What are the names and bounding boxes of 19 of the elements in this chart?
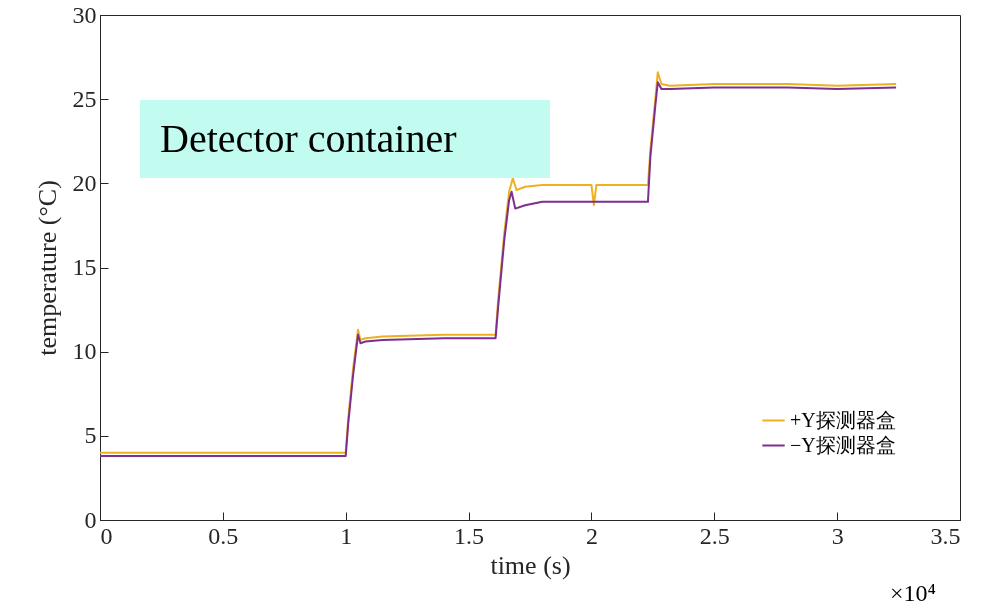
- y-tick-label: 20: [72, 169, 97, 196]
- y-tick-label: 30: [72, 1, 97, 28]
- legend-label: +Y探测器盒: [790, 408, 896, 431]
- y-tick-label: 15: [72, 254, 97, 280]
- y-tick-label: 10: [72, 338, 97, 365]
- annotation: Detector container: [140, 100, 550, 178]
- text: ×10⁴: [890, 580, 936, 607]
- x-axis-title: time (s): [490, 550, 571, 580]
- y-axis-title: temperature (°C): [32, 180, 62, 356]
- x-tick-label: 2.5: [699, 522, 730, 549]
- x-tick-label: 2: [585, 522, 598, 549]
- x-tick-label: 1.5: [454, 522, 485, 549]
- x-tick-label: 3: [831, 522, 844, 549]
- y-tick-label: 25: [72, 85, 97, 112]
- x-tick-label: 0.5: [208, 522, 239, 549]
- x-tick-label: 3.5: [930, 522, 961, 549]
- legend-label: −Y探测器盒: [790, 433, 896, 456]
- y-tick-label: 5: [84, 422, 97, 449]
- x-tick-label: 1: [340, 522, 353, 549]
